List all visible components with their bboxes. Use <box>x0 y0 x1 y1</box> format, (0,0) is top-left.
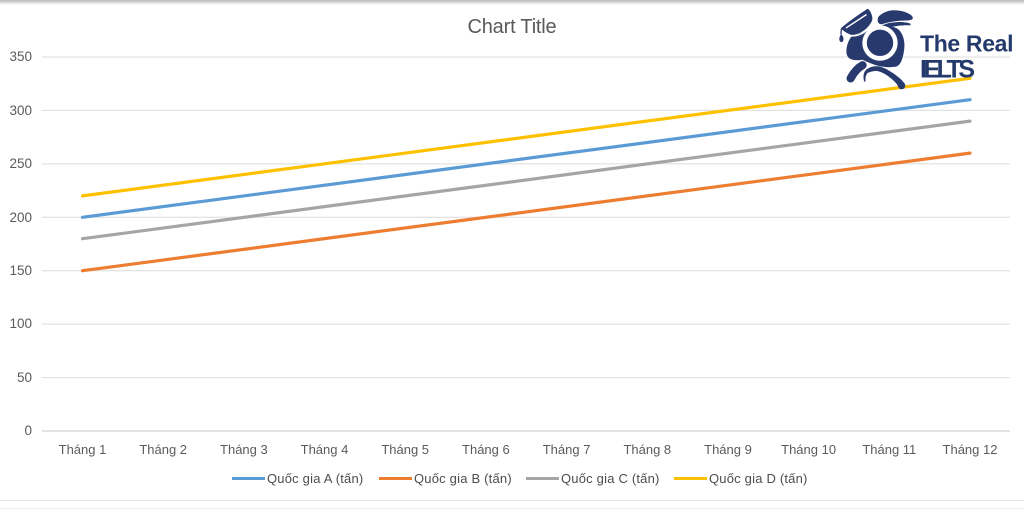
svg-text:The Real: The Real <box>920 31 1014 57</box>
svg-text:IELTS: IELTS <box>920 56 975 84</box>
